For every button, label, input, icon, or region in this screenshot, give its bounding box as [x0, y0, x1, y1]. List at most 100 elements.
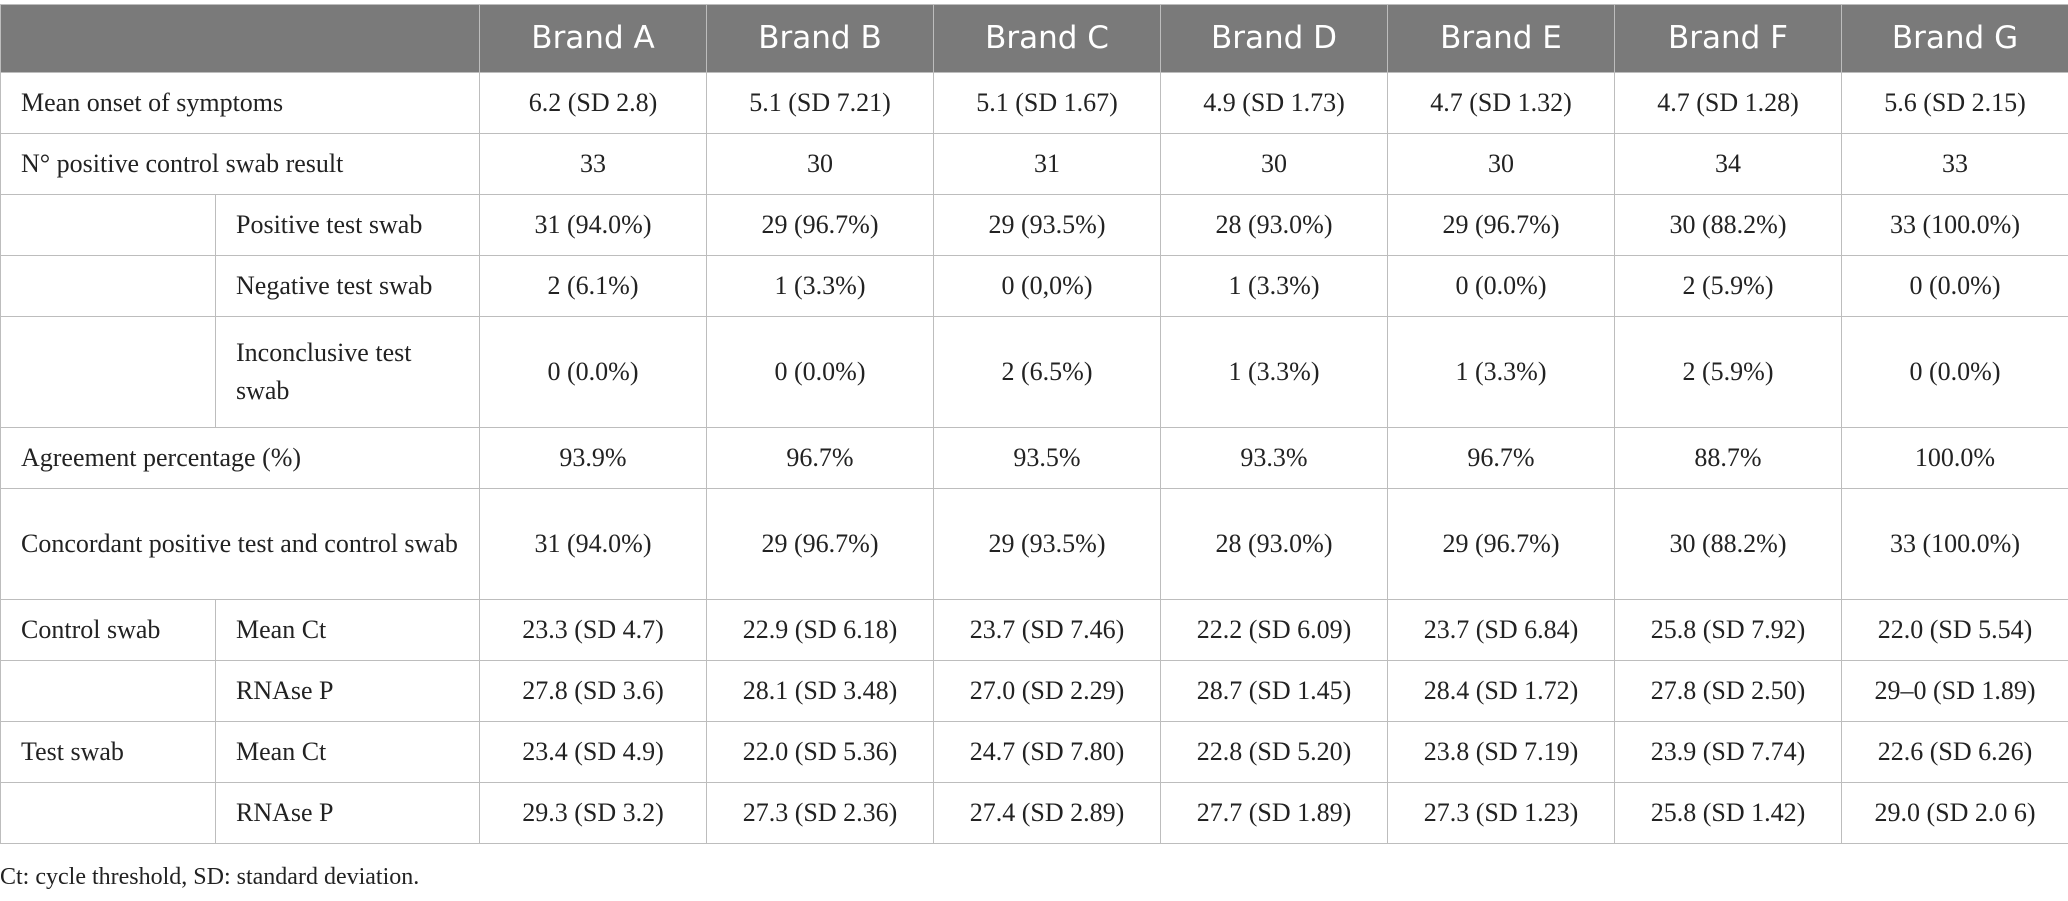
row-group-label	[0, 255, 216, 317]
column-header-brand: Brand B	[706, 4, 934, 73]
row-sublabel: Mean Ct	[215, 721, 480, 783]
table-cell-value: 29 (96.7%)	[706, 194, 934, 256]
table-cell-value: 93.9%	[479, 427, 707, 489]
table-cell-value: 27.7 (SD 1.89)	[1160, 782, 1388, 844]
row-label: Agreement percentage (%)	[0, 427, 480, 489]
table-cell-value: 27.3 (SD 2.36)	[706, 782, 934, 844]
table-cell-value: 22.8 (SD 5.20)	[1160, 721, 1388, 783]
row-sublabel: Negative test swab	[215, 255, 480, 317]
table-cell-value: 27.8 (SD 3.6)	[479, 660, 707, 722]
table-cell-value: 5.1 (SD 7.21)	[706, 72, 934, 134]
table-cell-value: 23.7 (SD 6.84)	[1387, 599, 1615, 661]
table-cell-value: 31 (94.0%)	[479, 194, 707, 256]
row-group-label	[0, 316, 216, 428]
table-cell-value: 23.7 (SD 7.46)	[933, 599, 1161, 661]
table-cell-value: 1 (3.3%)	[706, 255, 934, 317]
table-row: RNAse P 27.8 (SD 3.6) 28.1 (SD 3.48) 27.0 (…	[0, 660, 2068, 722]
table-cell-value: 33 (100.0%)	[1841, 488, 2068, 600]
table-cell-value: 4.7 (SD 1.32)	[1387, 72, 1615, 134]
table-cell-value: 4.9 (SD 1.73)	[1160, 72, 1388, 134]
row-sublabel: Positive test swab	[215, 194, 480, 256]
table-cell-value: 5.6 (SD 2.15)	[1841, 72, 2068, 134]
row-group-label: Test swab	[0, 721, 216, 783]
table-cell-value: 33	[479, 133, 707, 195]
table-row: Negative test swab 2 (6.1%) 1 (3.3%) 0 (0,0…	[0, 255, 2068, 317]
table-cell-value: 27.3 (SD 1.23)	[1387, 782, 1615, 844]
table-cell-value: 30	[1387, 133, 1615, 195]
table-cell-value: 29 (96.7%)	[706, 488, 934, 600]
row-group-label	[0, 660, 216, 722]
table-cell-value: 29.3 (SD 3.2)	[479, 782, 707, 844]
row-label: N° positive control swab result	[0, 133, 480, 195]
column-header-brand: Brand A	[479, 4, 707, 73]
table-cell-value: 88.7%	[1614, 427, 1842, 489]
table-cell-value: 1 (3.3%)	[1160, 255, 1388, 317]
table-row: Test swab Mean Ct 23.4 (SD 4.9) 22.0 (SD 5.…	[0, 721, 2068, 783]
table-cell-value: 33 (100.0%)	[1841, 194, 2068, 256]
table-cell-value: 23.3 (SD 4.7)	[479, 599, 707, 661]
table-row: Positive test swab 31 (94.0%) 29 (96.7%) 29…	[0, 194, 2068, 256]
table-cell-value: 30	[706, 133, 934, 195]
table-cell-value: 2 (5.9%)	[1614, 316, 1842, 428]
table-cell-value: 31 (94.0%)	[479, 488, 707, 600]
table-cell-value: 33	[1841, 133, 2068, 195]
row-sublabel: RNAse P	[215, 660, 480, 722]
table-cell-value: 22.0 (SD 5.36)	[706, 721, 934, 783]
table-cell-value: 29.0 (SD 2.0 6)	[1841, 782, 2068, 844]
table-cell-value: 0 (0.0%)	[706, 316, 934, 428]
table-row: Agreement percentage (%) 93.9% 96.7% 93.5% 9…	[0, 427, 2068, 489]
table-row: Inconclusive test swab 0 (0.0%) 0 (0.0%) 2 …	[0, 316, 2068, 428]
table-cell-value: 22.9 (SD 6.18)	[706, 599, 934, 661]
table-cell-value: 22.6 (SD 6.26)	[1841, 721, 2068, 783]
table-cell-value: 34	[1614, 133, 1842, 195]
table-cell-value: 100.0%	[1841, 427, 2068, 489]
table-cell-value: 28 (93.0%)	[1160, 194, 1388, 256]
table-cell-value: 96.7%	[706, 427, 934, 489]
table-cell-value: 0 (0.0%)	[479, 316, 707, 428]
table-cell-value: 0 (0.0%)	[1841, 255, 2068, 317]
table-cell-value: 29 (96.7%)	[1387, 194, 1615, 256]
table-cell-value: 25.8 (SD 7.92)	[1614, 599, 1842, 661]
table-cell-value: 93.3%	[1160, 427, 1388, 489]
table-cell-value: 31	[933, 133, 1161, 195]
table-header: Brand A Brand B Brand C Brand D Brand E Brand…	[0, 4, 2068, 73]
table-cell-value: 24.7 (SD 7.80)	[933, 721, 1161, 783]
header-corner-cell	[0, 4, 480, 73]
table-cell-value: 29 (93.5%)	[933, 194, 1161, 256]
table-row: N° positive control swab result 33 30 31 30 3…	[0, 133, 2068, 195]
table-row: Concordant positive test and control swa…	[0, 488, 2068, 600]
row-group-label: Control swab	[0, 599, 216, 661]
table-cell-value: 0 (0,0%)	[933, 255, 1161, 317]
header-row: Brand A Brand B Brand C Brand D Brand E Brand…	[0, 4, 2068, 73]
table-cell-value: 23.4 (SD 4.9)	[479, 721, 707, 783]
table-cell-value: 30 (88.2%)	[1614, 194, 1842, 256]
table-cell-value: 25.8 (SD 1.42)	[1614, 782, 1842, 844]
column-header-brand: Brand C	[933, 4, 1161, 73]
table-cell-value: 4.7 (SD 1.28)	[1614, 72, 1842, 134]
table-cell-value: 29 (96.7%)	[1387, 488, 1615, 600]
row-label: Concordant positive test and control swa…	[0, 488, 480, 600]
row-group-label	[0, 782, 216, 844]
table-cell-value: 28 (93.0%)	[1160, 488, 1388, 600]
table-cell-value: 6.2 (SD 2.8)	[479, 72, 707, 134]
row-sublabel: Inconclusive test swab	[215, 316, 480, 428]
table-cell-value: 2 (6.5%)	[933, 316, 1161, 428]
table-row: Control swab Mean Ct 23.3 (SD 4.7) 22.9 (SD…	[0, 599, 2068, 661]
table-cell-value: 28.1 (SD 3.48)	[706, 660, 934, 722]
row-sublabel: Mean Ct	[215, 599, 480, 661]
table-cell-value: 28.7 (SD 1.45)	[1160, 660, 1388, 722]
table-cell-value: 29–0 (SD 1.89)	[1841, 660, 2068, 722]
row-sublabel: RNAse P	[215, 782, 480, 844]
table-cell-value: 30	[1160, 133, 1388, 195]
table-cell-value: 27.0 (SD 2.29)	[933, 660, 1161, 722]
table-cell-value: 0 (0.0%)	[1387, 255, 1615, 317]
table-cell-value: 22.2 (SD 6.09)	[1160, 599, 1388, 661]
table-cell-value: 28.4 (SD 1.72)	[1387, 660, 1615, 722]
column-header-brand: Brand D	[1160, 4, 1388, 73]
table-cell-value: 96.7%	[1387, 427, 1615, 489]
results-table: Brand A Brand B Brand C Brand D Brand E Brand…	[0, 4, 2068, 844]
table-row: Mean onset of symptoms 6.2 (SD 2.8) 5.1 (S…	[0, 72, 2068, 134]
table-cell-value: 29 (93.5%)	[933, 488, 1161, 600]
table-cell-value: 22.0 (SD 5.54)	[1841, 599, 2068, 661]
